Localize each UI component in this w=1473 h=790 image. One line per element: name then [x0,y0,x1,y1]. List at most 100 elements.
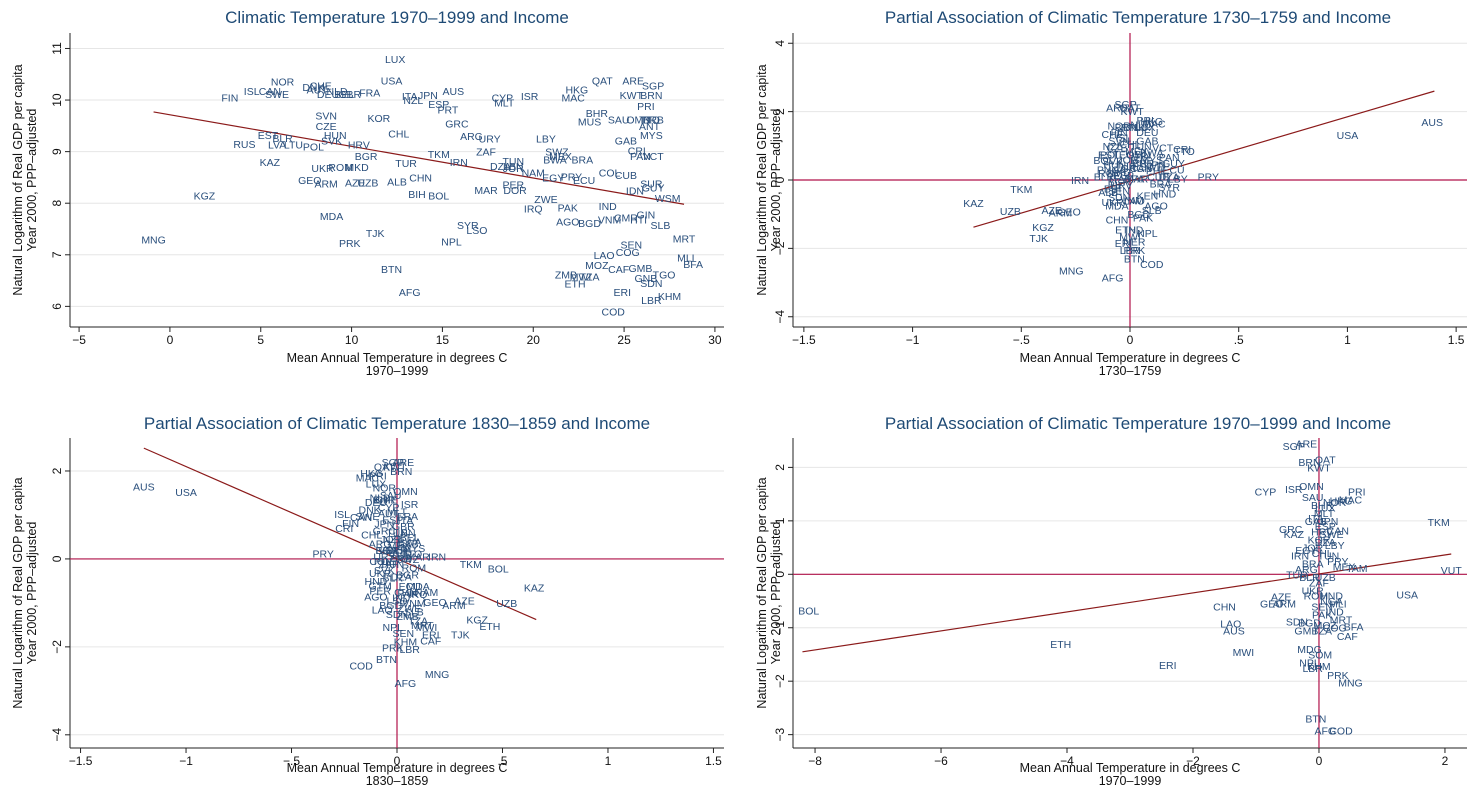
country-label: SAU [1302,492,1324,504]
country-label: SDN [386,609,408,621]
country-label: MEX [388,541,411,553]
country-label: SEN [1311,601,1333,613]
country-label: SYR [457,220,479,232]
country-label: SAU [380,490,402,502]
fit-line [143,447,537,621]
country-label: ESP [382,514,403,526]
country-label: DZA [1159,172,1180,184]
country-label: COD [349,660,373,672]
country-label: ZMB [555,269,577,281]
country-label: BRN [1298,457,1320,469]
country-label: HKG [360,468,383,480]
country-label: SYR [1158,182,1180,194]
country-label: MRT [1330,615,1353,627]
x-tick-label: 30 [708,333,722,347]
country-label: TKM [1010,184,1032,196]
fit-line [973,90,1435,228]
country-label: NPL [1137,228,1158,240]
country-label: MYS [1140,154,1163,166]
country-label: NOR [1107,120,1131,132]
country-label: BTN [381,264,402,276]
country-label: BRA [1302,559,1324,571]
country-label: ISR [401,499,419,511]
country-label: LBY [1325,540,1345,552]
country-label: OMN [393,486,418,498]
country-label: BFA [1344,622,1364,634]
country-label: BWA [543,154,567,166]
y-axis-sublabel: Year 2000, PPP–adjusted [769,109,783,252]
country-label: SUR [640,179,663,191]
y-tick-label: 2 [773,464,787,471]
country-label: PNG [1097,165,1120,177]
country-label: TUR [1286,569,1308,581]
country-label: SLB [404,607,424,619]
country-label: PRT [389,547,410,559]
country-label: BIH [408,189,426,201]
country-label: GEO [1260,599,1283,611]
country-label: VNM [1121,195,1144,207]
y-tick-label: 4 [773,40,787,47]
x-axis-sublabel: 1730–1759 [1099,364,1162,378]
country-label: IRN [1291,551,1309,563]
country-label: PHL [1146,165,1167,177]
country-label: DZA [1315,537,1336,549]
country-label: TTO [1174,146,1195,158]
country-label: QAT [1120,103,1141,115]
country-label: PAN [1159,152,1180,164]
x-axis-sublabel: 1830–1859 [366,774,429,788]
country-label: LBY [536,134,556,146]
x-tick-label: −1.5 [792,333,816,347]
country-label: LBR [399,644,420,656]
country-label: QAT [374,462,395,474]
country-label: PRY [1198,172,1219,184]
country-label: LBN [395,528,415,540]
country-label: HRV [1110,180,1132,192]
x-axis-sublabel: 1970–1999 [366,364,429,378]
country-label: MEX [1125,146,1148,158]
x-tick-label: .5 [497,754,507,768]
country-label: PER [369,586,391,598]
country-label: HND [365,576,388,588]
country-label: BLR [1094,172,1115,184]
country-label: CYP [378,502,400,514]
country-label: BGR [355,151,378,163]
country-label: ARG [1295,564,1318,576]
country-label: COG [616,247,640,259]
country-label: BGR [1108,177,1131,189]
country-label: BRN [1115,122,1137,134]
country-label: LAO [1124,196,1145,208]
country-label: IRQ [524,203,543,215]
country-label: KWT [620,90,644,102]
country-label: USA [381,75,403,87]
y-tick-label: 2 [50,467,64,474]
country-label: MYS [640,130,663,142]
country-label: HTI [630,215,647,227]
country-label: BLR [272,133,293,145]
country-label: MEX [1333,561,1356,573]
country-label: ISL [334,509,350,521]
country-label: KAZ [260,157,281,169]
country-label: ISL [1116,132,1132,144]
country-label: SGP [642,81,664,93]
country-label: ROM [1098,168,1123,180]
country-label: AUS [133,481,155,493]
country-label: ROM [1304,591,1329,603]
country-label: SGP [1115,99,1137,111]
country-label: IRN [428,552,446,564]
y-tick-label: −4 [50,728,64,742]
y-tick-label: −3 [773,727,787,741]
country-label: BTN [1124,254,1145,266]
y-axis-sublabel: Year 2000, PPP–adjusted [25,522,39,665]
country-label: LAO [594,250,615,262]
country-label: SWZ [545,147,569,159]
country-label: COL [599,167,621,179]
country-label: PRT [437,104,458,116]
country-label: TKM [428,149,450,161]
country-label: JPN [374,519,394,531]
country-label: GAB [1305,516,1327,528]
country-label: HKG [565,85,588,97]
panel-1: −5 0 5 10 15 20 25 30 6 7 8 9 10 11 LUX USA NOR ISL CANSWE… [11,8,724,378]
country-label: BOL [1093,155,1114,167]
country-label: BRA [376,545,398,557]
y-axis-label: Natural Logarithm of Real GDP per capita [11,477,25,708]
